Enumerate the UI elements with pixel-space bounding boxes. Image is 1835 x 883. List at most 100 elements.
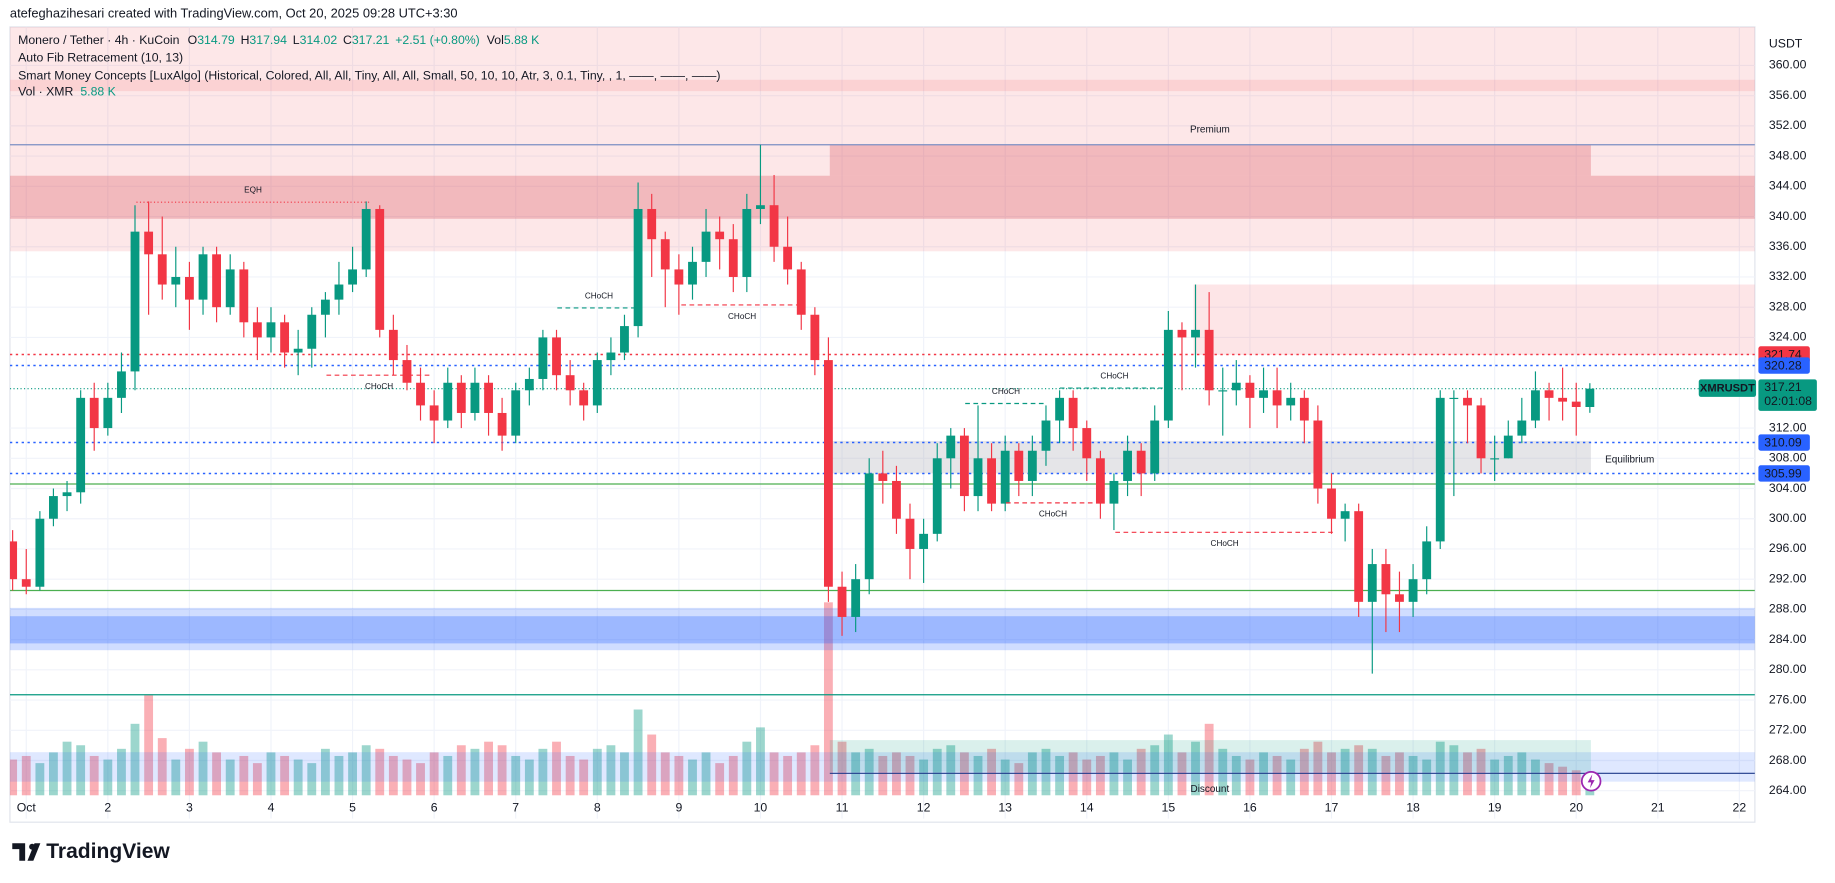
volume-bar [1163,734,1173,796]
x-tick-label: 19 [1488,800,1502,814]
candle-body [864,473,874,580]
candle-body [388,329,398,361]
volume-bar [103,759,113,796]
candle-body [728,239,738,277]
candle-body [823,360,833,587]
y-tick-label: 312.00 [1769,420,1807,434]
price-tag-label: 320.28 [1764,358,1802,372]
credit: atefeghazihesari created with TradingVie… [10,5,458,20]
candle-body [769,205,779,247]
o-val: 314.79 [197,33,235,47]
candle-body [456,382,466,413]
candle-body [688,261,697,285]
candle-body [756,205,765,209]
candle-body [674,269,684,285]
candle-body [1422,541,1432,580]
volume-bar [1000,759,1010,796]
y-tick-label: 300.00 [1769,511,1807,525]
volume-bar [144,695,154,796]
volume-bar [280,755,290,796]
price-tag-label: 305.99 [1764,466,1802,480]
candle-body [117,371,126,398]
volume-bar [1340,748,1350,796]
volume-bar [1150,745,1160,796]
y-tick-label: 324.00 [1769,330,1807,344]
volume-bar [674,755,684,796]
structure-label: EQH [244,186,262,195]
x-tick-label: 14 [1080,800,1094,814]
volume-bar [388,755,398,796]
x-tick-label: 3 [186,800,193,814]
y-tick-label: 344.00 [1769,179,1807,193]
candle-body [1544,390,1554,398]
volume-bar [1422,759,1432,796]
volume-bar [1367,748,1377,796]
candle-body [783,246,793,270]
volume-bar [1490,759,1500,796]
volume-bar [1544,763,1554,796]
c-key: C [343,33,352,47]
candle-body [1055,397,1065,421]
candle-body [1068,397,1078,429]
pane-border [9,26,1756,823]
y-tick-label: 280.00 [1769,662,1807,676]
candle-body [579,390,589,406]
price-tag [1758,357,1810,374]
volume-bar [1055,755,1065,796]
x-tick-label: 5 [349,800,356,814]
candle-body [89,397,99,429]
symbol: Monero / Tether · 4h · KuCoin [18,33,180,47]
y-tick-label: 332.00 [1769,269,1807,283]
volume-bar [565,755,575,796]
zone-label: Premium [1190,124,1230,135]
candle-body [647,208,657,240]
candle-body [307,314,317,349]
h-key: H [241,33,250,47]
x-tick-label: 17 [1325,800,1339,814]
candle-body [1082,428,1092,459]
volume-bar [647,734,657,796]
y-tick-label: 356.00 [1769,88,1807,102]
volume-bar [810,745,820,796]
zone [1193,284,1755,355]
candle-body [252,322,262,338]
candle-body [1272,390,1282,406]
y-tick-label: 288.00 [1769,602,1807,616]
y-tick-label: 340.00 [1769,209,1807,223]
grid [9,26,1755,819]
c-val: 317.21 [352,33,390,47]
volume-bar [1191,741,1200,796]
volume-bar [429,752,439,796]
volume-bar [538,748,548,796]
volume-bar [973,755,983,796]
candle-body [402,360,412,383]
zone-label: Equilibrium [1605,454,1654,465]
candle-body [1571,401,1581,407]
candle-body [76,397,86,493]
candle-body [946,435,956,459]
candle-body [1327,488,1336,519]
candle-body [1531,390,1540,421]
candle-body [1014,450,1024,481]
structure-label: CHoCH [585,291,613,300]
volume-bar [89,755,99,796]
candle-body [1299,397,1309,421]
zone [829,144,1591,176]
y-tick-label: 264.00 [1769,783,1807,797]
candle-body [905,518,915,549]
candle-body [1585,388,1595,407]
y-tick-label: 284.00 [1769,632,1807,646]
candle-body [49,496,58,519]
zone [9,175,1755,219]
l-key: L [293,33,300,47]
x-tick-label: 8 [594,800,601,814]
x-tick-label: 7 [512,800,519,814]
candle-body [1041,420,1051,451]
volume-bar [579,759,589,796]
candle-body [1245,382,1255,398]
candle-body [1231,382,1241,391]
candle-body [1381,564,1391,595]
volume-bar [987,748,996,796]
candle-body [1503,435,1513,459]
fib-legend: Auto Fib Retracement (10, 13) [18,51,183,65]
